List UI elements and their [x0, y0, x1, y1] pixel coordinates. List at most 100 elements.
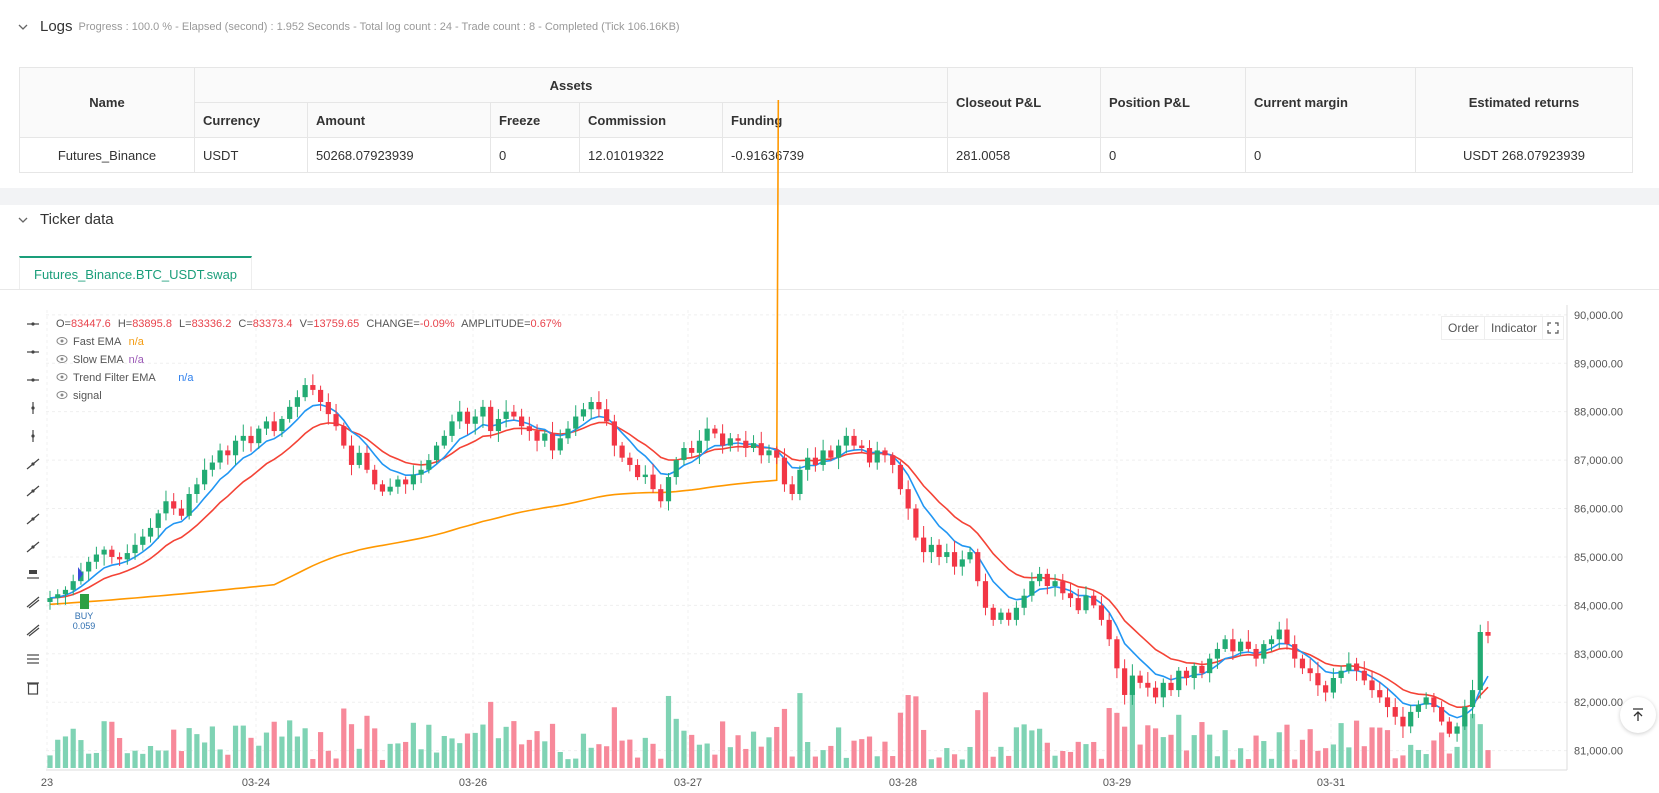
candle-body — [287, 406, 293, 419]
volume-bar — [410, 722, 416, 768]
candle-body — [1261, 644, 1267, 659]
candle-body — [124, 553, 130, 560]
logs-header[interactable]: Logs Progress : 100.0 % - Elapsed (secon… — [18, 18, 680, 35]
toolbar-tool-icon[interactable] — [26, 541, 40, 553]
candle-body — [1299, 658, 1306, 669]
toolbar-tool-icon[interactable] — [26, 485, 40, 497]
candle-body — [542, 433, 548, 441]
chevron-down-icon[interactable] — [18, 22, 28, 32]
volume-bar — [1183, 750, 1190, 768]
candle-body — [1361, 670, 1367, 681]
candle-body — [356, 452, 362, 465]
candle-body — [186, 494, 192, 516]
volume-bar — [62, 736, 69, 768]
tab-divider — [0, 289, 1659, 290]
cell-position: 0 — [1100, 137, 1246, 173]
candle-body — [1114, 639, 1120, 669]
toolbar-tool-icon[interactable] — [31, 430, 35, 442]
candle-body — [1253, 648, 1259, 659]
eye-icon[interactable] — [56, 337, 68, 345]
fullscreen-button[interactable] — [1542, 316, 1564, 340]
volume-bar — [341, 708, 347, 768]
candle-body — [1346, 663, 1352, 671]
price-chart[interactable]: 90,000.00 89,000.00 88,000.00 87,000.00 86,0… — [0, 100, 1659, 793]
volume-bar — [364, 715, 370, 768]
volume-bar — [766, 737, 772, 768]
volume-bar — [1036, 728, 1043, 768]
candle-body — [689, 448, 695, 453]
candle-body — [650, 474, 656, 490]
candle-body — [464, 411, 471, 424]
eye-icon[interactable] — [56, 391, 68, 399]
volume-bar — [619, 740, 625, 768]
candle-body — [913, 508, 919, 538]
candle-body — [781, 457, 788, 485]
candle-body — [1307, 668, 1313, 674]
candle-body — [1369, 680, 1375, 691]
candle-body — [194, 484, 200, 494]
candle-body — [1423, 697, 1429, 705]
eye-icon[interactable] — [56, 355, 68, 363]
candle-body — [1400, 716, 1406, 727]
toolbar-tool-icon[interactable] — [31, 402, 35, 414]
candle-body — [897, 464, 904, 490]
candle-body — [665, 477, 672, 502]
volume-bar — [93, 752, 99, 768]
candle-body — [998, 612, 1004, 620]
ticker-header[interactable]: Ticker data — [18, 211, 114, 228]
volume-bar — [132, 750, 138, 768]
volume-bar — [147, 745, 154, 768]
assets-table: Name Assets Closeout P&L Position P&L Cu… — [19, 67, 1633, 173]
volume-bar — [302, 728, 308, 768]
legend-item[interactable]: signal — [56, 390, 102, 402]
scroll-top-button[interactable] — [1620, 697, 1656, 733]
toolbar-tool-icon[interactable] — [26, 513, 40, 525]
candle-body — [302, 385, 308, 398]
toolbar-tool-icon[interactable] — [27, 322, 39, 326]
volume-bar — [534, 731, 540, 768]
chevron-down-icon[interactable] — [18, 215, 28, 225]
volume-bar — [202, 742, 208, 768]
volume-bar — [557, 751, 563, 768]
candle-body — [202, 469, 208, 485]
candle-body — [835, 445, 842, 458]
candle-body — [1183, 670, 1190, 678]
toolbar-tool-icon[interactable] — [27, 682, 39, 695]
candle-body — [348, 445, 355, 465]
price-tick-label: 83,000.00 — [1574, 649, 1623, 661]
eye-pupil — [60, 357, 64, 361]
tab-btc-usdt-swap[interactable]: Futures_Binance.BTC_USDT.swap — [19, 256, 253, 290]
toolbar-tool-icon[interactable] — [27, 654, 39, 664]
indicator-button[interactable]: Indicator — [1484, 316, 1545, 340]
candle-body — [387, 486, 393, 492]
volume-bar — [387, 743, 393, 768]
legend-item[interactable]: Fast EMA n/a — [56, 336, 145, 348]
buy-marker: BUY 0.059 — [73, 567, 95, 631]
candle-body — [1199, 665, 1205, 674]
volume-bar — [1315, 750, 1321, 768]
volume-bar — [750, 731, 757, 768]
toolbar-tool-icon[interactable] — [27, 350, 39, 354]
price-axis: 90,000.00 89,000.00 88,000.00 87,000.00 86,0… — [1566, 305, 1623, 770]
toolbar-tool-icon[interactable] — [26, 624, 40, 637]
legend-item[interactable]: Slow EMA n/a — [56, 354, 145, 366]
legend-item[interactable]: Trend Filter EMA n/a — [56, 372, 194, 384]
volume-bar — [1021, 724, 1027, 768]
eye-icon[interactable] — [56, 373, 68, 381]
volume-bar — [356, 748, 362, 768]
toolbar-tool-icon[interactable] — [26, 458, 40, 470]
candle-body — [959, 559, 965, 567]
price-tick-label: 89,000.00 — [1574, 358, 1623, 370]
volume-bar — [1462, 705, 1468, 768]
candle-body — [1098, 605, 1105, 620]
toolbar-tool-icon[interactable] — [27, 570, 39, 579]
order-button[interactable]: Order — [1441, 316, 1486, 340]
time-tick-label: 03-26 — [459, 777, 487, 789]
toolbar-tool-icon[interactable] — [26, 596, 40, 609]
toolbar-tool-icon[interactable] — [27, 378, 39, 382]
volume-bar — [712, 754, 718, 768]
volume-bar — [78, 740, 84, 768]
volume-bar — [109, 721, 115, 768]
price-tick-label: 84,000.00 — [1574, 600, 1623, 612]
volume-bar — [1137, 744, 1143, 768]
